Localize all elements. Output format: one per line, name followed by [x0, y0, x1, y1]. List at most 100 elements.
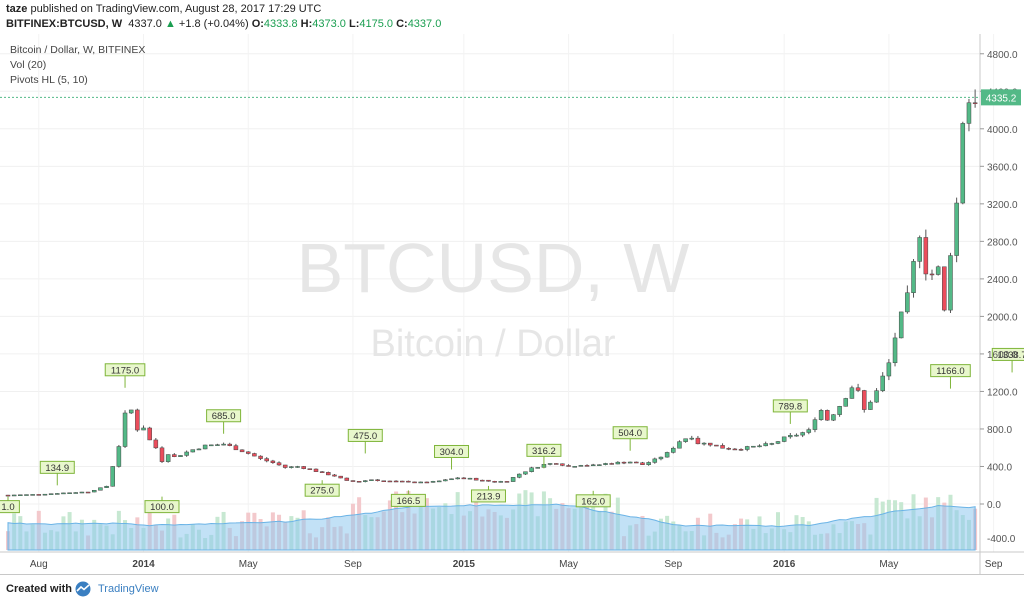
time-axis[interactable]: Aug2014MaySep2015MaySep2016MaySep2017May…	[30, 559, 1024, 570]
candle-body	[683, 438, 688, 442]
pivot-label: 1.0	[1, 502, 14, 513]
candle-body	[954, 202, 959, 256]
candle-body	[744, 446, 750, 450]
candle-body	[794, 434, 799, 437]
candle-body	[141, 427, 146, 431]
candle-body	[467, 477, 473, 480]
candle-body	[837, 406, 842, 415]
candle-body	[332, 474, 337, 477]
candle-body	[184, 451, 189, 456]
pivot-label: 1166.0	[936, 366, 964, 377]
candle-body	[79, 491, 85, 494]
candle-body	[196, 448, 202, 451]
candle-body	[338, 475, 343, 479]
watermark-description: Bitcoin / Dollar	[371, 323, 616, 365]
y-tick-label: 4800.0	[987, 50, 1018, 61]
pivot-label: 100.0	[150, 502, 174, 513]
price-axis[interactable]: 4800.04400.04000.03600.03200.02800.02400…	[980, 50, 1018, 545]
candle-body	[738, 449, 744, 451]
current-price-badge-box	[981, 89, 1021, 106]
candle-body	[264, 458, 269, 462]
price-chart[interactable]: BTCUSD, W Bitcoin / Dollar 1.0 134.9 1175.…	[0, 34, 1024, 574]
candle-body	[960, 123, 966, 204]
last-price: 4337.0	[128, 18, 162, 30]
candle-body	[165, 454, 171, 462]
candle-body	[948, 255, 953, 311]
candle-body	[597, 464, 602, 466]
candle-body	[486, 479, 491, 482]
candle-body	[966, 102, 972, 124]
pivot-label: 134.9	[45, 463, 69, 474]
candle-body	[239, 449, 245, 453]
candle-body	[640, 462, 645, 465]
close-label: C:	[396, 18, 408, 30]
candle-body	[406, 480, 411, 483]
candle-body	[104, 485, 109, 488]
change-arrow-icon: ▲	[164, 18, 176, 30]
candle-body	[282, 464, 288, 468]
legend-pivots[interactable]: Pivots HL (5, 10)	[10, 74, 88, 86]
candle-body	[825, 410, 830, 421]
candle-body	[412, 481, 417, 484]
candle-body	[800, 432, 805, 436]
candle-body	[461, 477, 467, 480]
candle-body	[363, 480, 368, 482]
price-change: +1.8 (+0.04%)	[178, 18, 249, 30]
candle-body	[689, 437, 695, 440]
chart-area[interactable]: BTCUSD, W Bitcoin / Dollar 1.0 134.9 1175.…	[0, 34, 1024, 574]
candle-body	[627, 461, 633, 464]
candle-body	[393, 480, 399, 483]
legend-volume[interactable]: Vol (20)	[10, 59, 47, 71]
candle-body	[911, 261, 916, 293]
author-name[interactable]: taze	[6, 3, 28, 15]
candle-body	[732, 448, 738, 451]
candle-body	[843, 398, 849, 407]
candle-body	[584, 465, 590, 467]
legend-symbol[interactable]: Bitcoin / Dollar, W, BITFINEX	[10, 44, 146, 56]
tradingview-logo-icon[interactable]	[72, 581, 94, 597]
y-tick-label: 4000.0	[987, 125, 1018, 136]
candle-body	[480, 479, 485, 482]
candle-body	[861, 390, 867, 410]
candle-body	[972, 102, 978, 104]
created-with-label: Created with	[6, 583, 73, 595]
y-tick-label: 1600.0	[987, 350, 1018, 361]
symbol-label: BITFINEX:BTCUSD, W	[6, 18, 123, 30]
candle-body	[42, 493, 48, 496]
candle-body	[202, 444, 208, 450]
candle-body	[886, 362, 892, 377]
pivot-label-box	[434, 444, 470, 458]
candle-body	[270, 460, 276, 463]
candle-body	[369, 479, 374, 481]
candle-body	[227, 443, 233, 446]
candle-body	[726, 448, 731, 450]
candle-body	[326, 472, 331, 476]
candle-body	[319, 471, 325, 473]
candle-body	[258, 455, 263, 459]
candle-body	[98, 487, 103, 491]
candle-body	[929, 273, 935, 276]
candle-body	[701, 442, 707, 445]
x-tick-label: 2014	[132, 559, 155, 570]
candle-body	[763, 443, 768, 447]
candle-body	[73, 492, 79, 494]
pivot-label: 475.0	[353, 431, 377, 442]
candle-body	[67, 492, 72, 494]
candle-body	[301, 466, 306, 469]
y-tick-label: 2800.0	[987, 237, 1018, 248]
x-tick-label: 2015	[453, 559, 476, 570]
pivot-label-box	[104, 363, 146, 377]
candle-body	[590, 464, 596, 467]
pivot-label: 213.9	[477, 491, 501, 502]
pivot-label-box	[526, 443, 562, 457]
ohlc-bar: BITFINEX:BTCUSD, W 4337.0 ▲ +1.8 (+0.04%…	[6, 18, 441, 30]
pivot-label: 166.5	[397, 496, 421, 507]
candle-body	[892, 337, 898, 364]
x-tick-label: May	[879, 559, 898, 570]
candle-body	[775, 441, 781, 444]
pivot-label: 304.0	[440, 447, 464, 458]
candle-body	[935, 266, 941, 275]
pivot-label-box	[347, 428, 383, 442]
candle-body	[572, 466, 577, 468]
tradingview-brand-link[interactable]: TradingView	[98, 583, 159, 595]
